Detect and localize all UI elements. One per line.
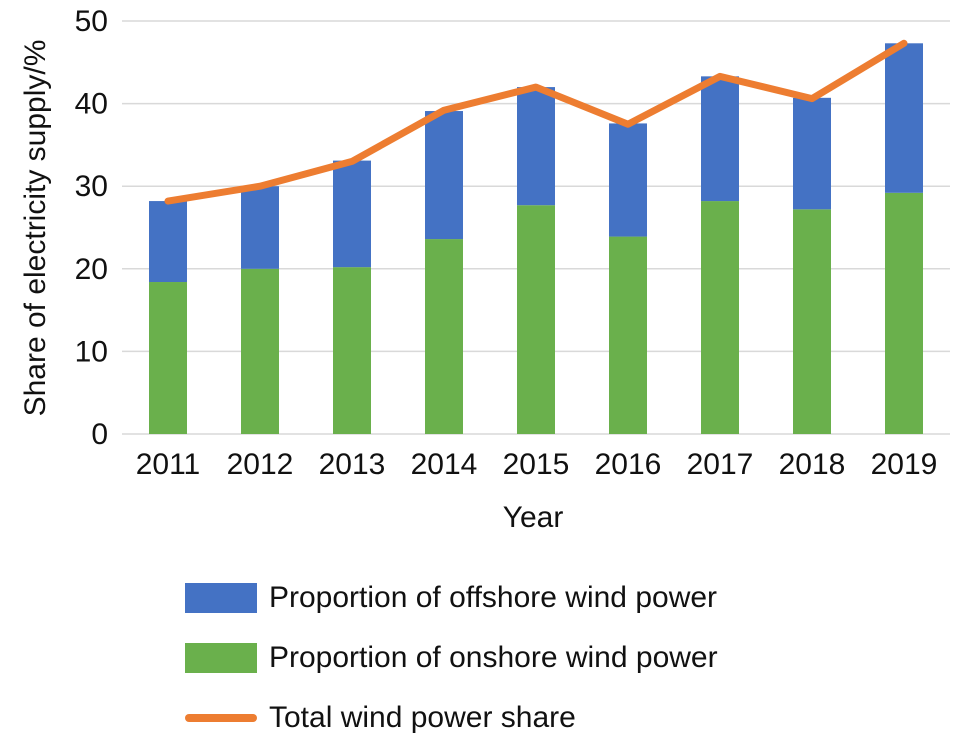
y-tick-label-10: 10 [75,335,108,368]
total-point-2012 [259,185,261,188]
offshore-bar-2019 [885,43,923,193]
legend: Proportion of offshore wind power Propor… [185,568,718,748]
y-tick-label-20: 20 [75,253,108,286]
x-tick-label-2013: 2013 [319,448,386,481]
x-axis-title: Year [503,501,564,534]
x-axis-ticks: 2011 2012 2013 2014 2015 2016 2017 2018 2019 [136,448,938,481]
legend-swatch-total [185,714,257,722]
total-point-2015 [535,86,537,89]
x-tick-label-2016: 2016 [595,448,662,481]
total-point-2014 [443,109,445,112]
legend-label-onshore: Proportion of onshore wind power [269,641,718,674]
total-point-2017 [719,75,721,78]
legend-swatch-onshore [185,643,257,673]
y-tick-label-0: 0 [91,418,108,451]
legend-label-total: Total wind power share [269,701,576,734]
total-point-2018 [811,97,813,100]
legend-item-total: Total wind power share [185,688,718,748]
total-point-2011 [167,200,169,203]
onshore-bar-2011 [149,282,187,434]
onshore-bar-2019 [885,192,923,434]
x-tick-label-2018: 2018 [779,448,846,481]
offshore-bar-2011 [149,201,187,283]
bars [149,43,923,434]
x-tick-label-2019: 2019 [871,448,938,481]
total-point-2019 [903,42,905,45]
offshore-bar-2017 [701,76,739,202]
offshore-bar-2018 [793,97,831,210]
onshore-bar-2014 [425,239,463,434]
x-tick-label-2017: 2017 [687,448,754,481]
onshore-bar-2018 [793,209,831,434]
y-tick-label-30: 30 [75,170,108,203]
y-tick-label-40: 40 [75,88,108,121]
offshore-bar-2014 [425,111,463,240]
x-tick-label-2012: 2012 [227,448,294,481]
offshore-bar-2013 [333,160,371,268]
legend-swatch-offshore [185,583,257,613]
x-tick-label-2014: 2014 [411,448,478,481]
legend-item-offshore: Proportion of offshore wind power [185,568,718,628]
offshore-bar-2012 [241,186,279,269]
offshore-bar-2016 [609,123,647,237]
total-line [164,39,908,205]
x-tick-label-2011: 2011 [136,448,201,481]
offshore-bar-2015 [517,87,555,206]
onshore-bar-2013 [333,267,371,434]
legend-label-offshore: Proportion of offshore wind power [269,581,718,614]
total-point-2013 [351,160,353,163]
onshore-bar-2017 [701,201,739,434]
legend-item-onshore: Proportion of onshore wind power [185,628,718,688]
y-axis-title: Share of electricity supply/% [19,40,52,417]
onshore-bar-2016 [609,236,647,434]
x-tick-label-2015: 2015 [503,448,570,481]
onshore-bar-2015 [517,205,555,434]
y-axis-ticks: 0 10 20 30 40 50 [75,5,108,451]
y-tick-label-50: 50 [75,5,108,38]
onshore-bar-2012 [241,268,279,434]
total-point-2016 [627,123,629,126]
